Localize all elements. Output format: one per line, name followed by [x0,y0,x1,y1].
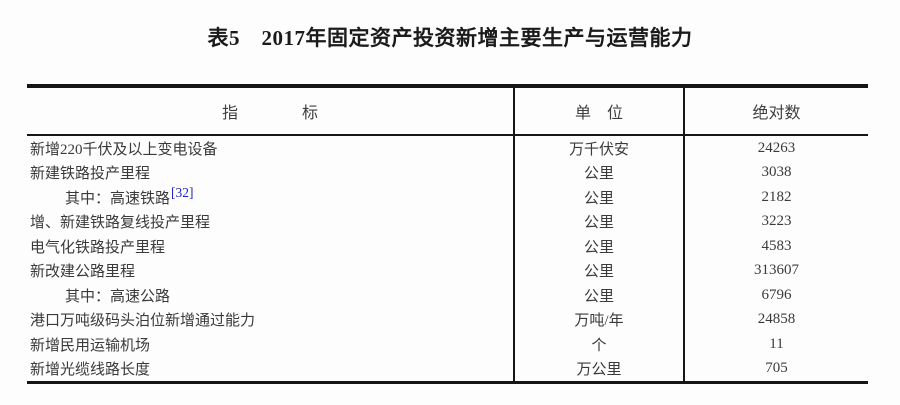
indicator-cell: 新增民用运输机场 [30,337,151,354]
table-row: 港口万吨级码头泊位新增通过能力 万吨/年 24858 [27,307,868,332]
unit-cell: 万千伏安 [513,136,683,161]
unit-cell: 公里 [513,234,683,259]
value-cell: 705 [683,356,868,381]
indicator-cell: 新增光缆线路长度 [30,362,151,379]
unit-cell: 公里 [513,185,683,210]
value-cell: 6796 [683,283,868,308]
header-value: 绝对数 [683,88,868,134]
indicator-cell: 其中：高速公路 [65,288,171,305]
unit-cell: 公里 [513,209,683,234]
table-row: 新增民用运输机场 个 11 [27,332,868,357]
unit-cell: 公里 [513,160,683,185]
value-cell: 2182 [683,185,868,210]
table-row: 新增光缆线路长度 万公里 705 [27,356,868,381]
statistics-table: 指 标 单 位 绝对数 新增220千伏及以上变电设备 万千伏安 24263 新建… [27,84,868,384]
unit-cell: 万吨/年 [513,307,683,332]
table-row: 新改建公路里程 公里 313607 [27,258,868,283]
value-cell: 4583 [683,234,868,259]
header-indicator: 指 标 [221,105,318,122]
indicator-cell: 新改建公路里程 [30,264,136,281]
table-row: 增、新建铁路复线投产里程 公里 3223 [27,209,868,234]
table-row: 新建铁路投产里程 公里 3038 [27,160,868,185]
footnote-32-link[interactable]: [32] [171,185,194,200]
table-body: 新增220千伏及以上变电设备 万千伏安 24263 新建铁路投产里程 公里 30… [27,136,868,381]
table-row: 新增220千伏及以上变电设备 万千伏安 24263 [27,136,868,161]
value-cell: 3223 [683,209,868,234]
unit-cell: 个 [513,332,683,357]
value-cell: 11 [683,332,868,357]
table-row: 其中：高速公路 公里 6796 [27,283,868,308]
unit-cell: 万公里 [513,356,683,381]
table-header-row: 指 标 单 位 绝对数 [27,88,868,136]
table-row: 电气化铁路投产里程 公里 4583 [27,234,868,259]
indicator-cell: 新建铁路投产里程 [30,166,151,183]
indicator-cell: 其中：高速铁路 [32] [27,185,513,210]
indicator-cell: 电气化铁路投产里程 [30,239,166,256]
unit-cell: 公里 [513,283,683,308]
indicator-cell: 新增220千伏及以上变电设备 [30,141,218,158]
header-unit: 单 位 [513,88,683,134]
value-cell: 24858 [683,307,868,332]
value-cell: 24263 [683,136,868,161]
indicator-cell: 增、新建铁路复线投产里程 [30,215,211,232]
value-cell: 313607 [683,258,868,283]
value-cell: 3038 [683,160,868,185]
indicator-text: 其中：高速铁路 [65,190,171,207]
indicator-cell: 港口万吨级码头泊位新增通过能力 [30,313,256,330]
table-row: 其中：高速铁路 [32] 公里 2182 [27,185,868,210]
unit-cell: 公里 [513,258,683,283]
page-title: 表5 2017年固定资产投资新增主要生产与运营能力 [207,26,693,50]
